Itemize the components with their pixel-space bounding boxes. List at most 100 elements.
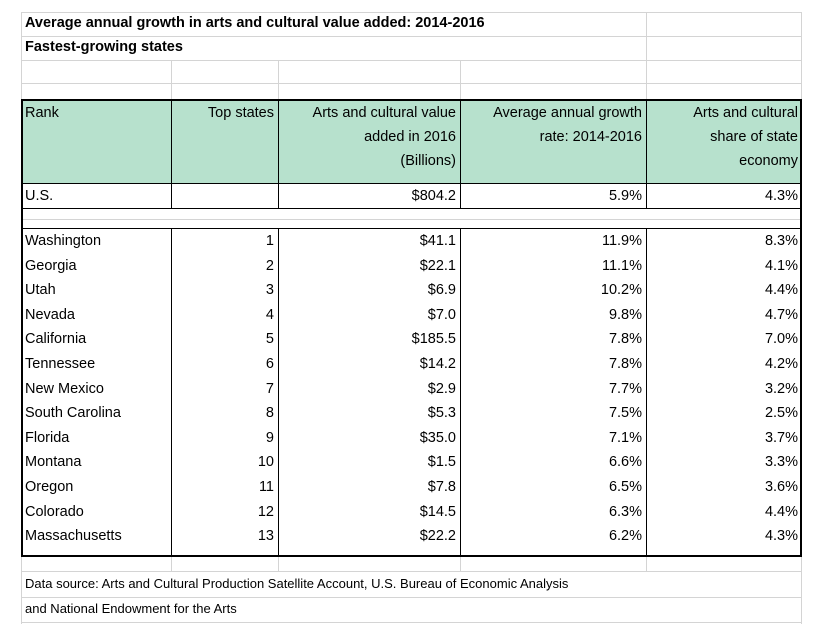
us-share: 4.3% [764, 188, 798, 204]
header-rank: Rank [25, 105, 59, 121]
state-share: 4.3% [764, 528, 798, 545]
state-rank: 2 [265, 257, 274, 274]
state-name: Utah [25, 282, 56, 299]
state-value: $41.1 [419, 233, 456, 249]
sheet-subtitle: Fastest-growing states [25, 39, 183, 55]
border-right [800, 99, 802, 557]
state-name: Massachusetts [25, 528, 122, 545]
state-name: South Carolina [25, 405, 121, 422]
border-left [21, 99, 23, 557]
border-top [21, 99, 802, 101]
state-name: Oregon [25, 479, 74, 495]
state-name: Georgia [25, 257, 77, 274]
state-rank: 7 [265, 380, 274, 397]
state-value: $6.9 [427, 282, 456, 299]
state-growth: 10.2% [600, 282, 642, 299]
state-value: $5.3 [427, 405, 456, 422]
state-share: 3.6% [764, 479, 798, 495]
state-growth: 7.5% [608, 405, 642, 422]
state-value: $1.5 [427, 454, 456, 471]
state-growth: 11.1% [601, 257, 642, 274]
gridline-h [21, 83, 802, 84]
state-rank: 11 [258, 479, 274, 495]
border-col [460, 228, 461, 557]
gridline-v [460, 60, 461, 100]
gridline-v [278, 556, 279, 571]
border-col [278, 228, 279, 557]
border-rows-top [21, 228, 802, 229]
state-growth: 6.5% [608, 479, 642, 495]
state-growth: 6.6% [608, 454, 642, 471]
state-value: $22.2 [419, 528, 456, 545]
border-header-bottom [21, 183, 802, 184]
border-col [646, 99, 647, 209]
border-col [646, 228, 647, 557]
state-growth: 7.8% [608, 331, 642, 348]
state-value: $2.9 [427, 380, 456, 397]
border-col [278, 99, 279, 209]
state-rank: 10 [257, 454, 274, 471]
spreadsheet: Average annual growth in arts and cultur… [21, 12, 802, 624]
state-share: 4.4% [764, 503, 798, 520]
state-rank: 12 [257, 503, 274, 520]
state-rank: 13 [257, 528, 274, 545]
state-rank: 1 [265, 233, 274, 249]
gridline-h [21, 597, 802, 598]
state-growth: 6.2% [608, 528, 642, 545]
us-rank [171, 184, 278, 209]
state-value: $7.0 [427, 306, 456, 323]
state-share: 3.3% [764, 454, 798, 471]
state-rank: 3 [265, 282, 274, 299]
border-bottom [21, 555, 802, 557]
state-share: 4.1% [764, 257, 798, 274]
state-growth: 9.8% [608, 306, 642, 323]
header-fill [21, 100, 802, 184]
state-name: California [25, 331, 87, 348]
state-share: 4.4% [764, 282, 798, 299]
state-name: Colorado [25, 503, 84, 520]
us-growth: 5.9% [608, 188, 642, 204]
state-rank: 8 [265, 405, 274, 422]
state-share: 3.7% [764, 429, 798, 446]
header-share: Arts and cultural share of state economy [693, 105, 798, 169]
header-top-states: Top states [207, 105, 274, 121]
border-us-bottom [21, 208, 802, 209]
source-note-line2: and National Endowment for the Arts [25, 601, 237, 616]
state-value: $185.5 [411, 331, 456, 348]
state-share: 7.0% [764, 331, 798, 348]
state-rank: 6 [265, 356, 274, 372]
state-value: $35.0 [419, 429, 456, 446]
gridline-h [21, 622, 802, 623]
gridline-v [171, 60, 172, 100]
header-value-added: Arts and cultural value added in 2016 (Bil… [312, 105, 456, 169]
header-growth-rate: Average annual growth rate: 2014-2016 [493, 105, 642, 145]
state-name: Nevada [25, 306, 75, 323]
state-rank: 5 [265, 331, 274, 348]
gridline-v [278, 60, 279, 100]
state-name: Florida [25, 429, 70, 446]
us-value: $804.2 [411, 188, 456, 204]
state-growth: 7.8% [608, 356, 642, 372]
state-value: $14.2 [419, 356, 456, 372]
state-share: 4.2% [764, 356, 798, 372]
state-growth: 6.3% [608, 503, 642, 520]
gridline-v [646, 556, 647, 571]
border-col [460, 99, 461, 209]
state-name: New Mexico [25, 380, 104, 397]
gridline-h [21, 219, 802, 220]
state-growth: 7.7% [608, 380, 642, 397]
sheet-title: Average annual growth in arts and cultur… [25, 15, 485, 31]
gridline-h [21, 12, 802, 13]
state-name: Montana [25, 454, 82, 471]
gridline-h [21, 36, 802, 37]
gridline-v [460, 556, 461, 571]
state-growth: 7.1% [608, 429, 642, 446]
state-growth: 11.9% [601, 233, 642, 249]
state-name: Tennessee [25, 356, 96, 372]
state-share: 8.3% [764, 233, 798, 249]
state-value: $22.1 [419, 257, 456, 274]
state-share: 3.2% [764, 380, 798, 397]
border-col [171, 99, 172, 209]
state-rank: 9 [265, 429, 274, 446]
state-name: Washington [25, 233, 102, 249]
